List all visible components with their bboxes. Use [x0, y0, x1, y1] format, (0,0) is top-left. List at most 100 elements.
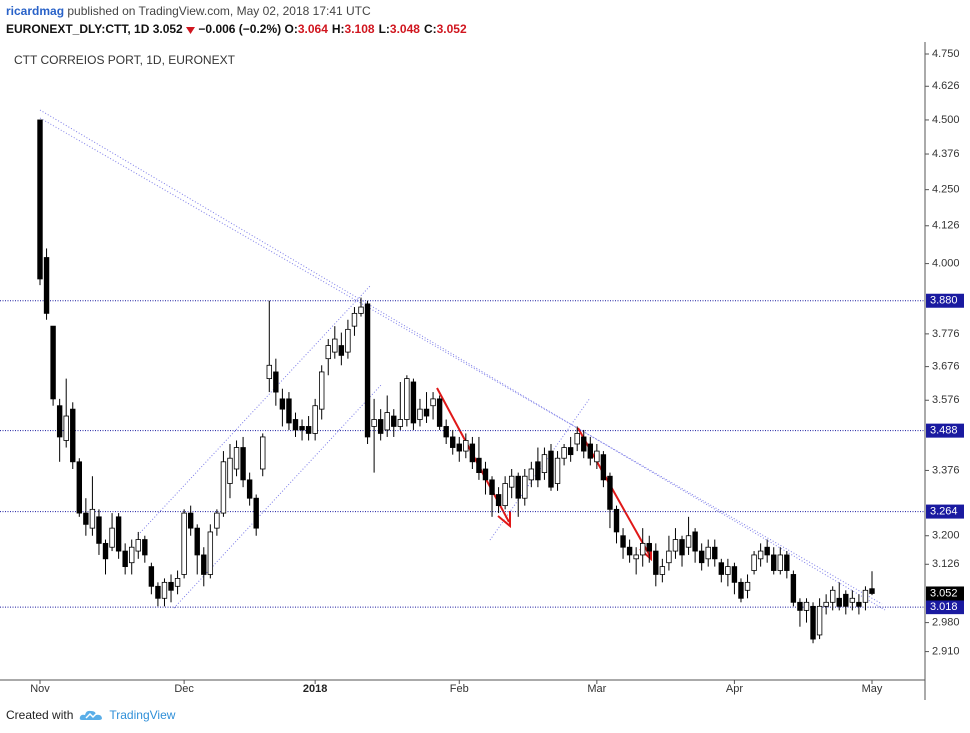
candles — [37, 119, 875, 644]
candle-body — [371, 419, 377, 427]
candle-body — [63, 415, 69, 441]
x-tick-label: Nov — [30, 683, 50, 695]
candle-body — [286, 398, 292, 424]
candle-body — [319, 371, 325, 410]
candle-body — [168, 581, 174, 591]
level-label: 3.018 — [930, 601, 958, 613]
candle-body — [351, 312, 358, 327]
publish-info: published on TradingView.com, May 02, 20… — [67, 4, 371, 18]
candle-body — [712, 546, 718, 560]
y-tick-label: 2.980 — [932, 617, 960, 629]
y-tick-label: 4.626 — [932, 80, 960, 92]
candle-body — [594, 450, 600, 463]
candle-body — [384, 412, 390, 431]
arrow-head — [497, 511, 511, 529]
y-tick-label: 4.126 — [932, 220, 960, 232]
candle-body — [148, 566, 155, 587]
channel-line — [489, 397, 591, 541]
candle-body — [305, 426, 312, 434]
candle-body — [260, 436, 266, 470]
candle-body — [541, 454, 548, 474]
candle-body — [50, 325, 56, 400]
candle-body — [410, 381, 417, 424]
level-label: 3.880 — [930, 295, 958, 307]
candle-body — [869, 588, 875, 594]
candle-body — [705, 546, 711, 560]
candle-body — [646, 542, 652, 552]
author[interactable]: ricardmag — [6, 4, 65, 18]
change: −0.006 (−0.2%) — [198, 22, 282, 36]
candle-body — [574, 433, 580, 445]
candle-body — [856, 601, 862, 607]
candle-body — [456, 443, 462, 452]
candle-body — [174, 577, 181, 587]
x-tick-label: Apr — [726, 683, 743, 695]
candle-body — [685, 535, 692, 548]
candle-body — [836, 597, 842, 607]
candle-body — [246, 479, 253, 499]
candle-body — [679, 539, 685, 556]
candle-body — [620, 535, 626, 548]
candle-body — [731, 566, 738, 583]
candle-body — [528, 468, 535, 481]
candle-body — [325, 345, 331, 360]
candle-body — [377, 419, 384, 434]
candle-body — [607, 475, 613, 510]
candle-body — [201, 554, 207, 575]
chart: CTT CORREIOS PORT, 1D, EURONEXT 4.750 4.6… — [0, 42, 964, 700]
candle-body — [220, 461, 227, 514]
candle-body — [436, 398, 443, 427]
candle-body — [489, 479, 495, 495]
ohlc-value: 3.052 — [436, 22, 467, 36]
candle-body — [777, 554, 783, 571]
candle-body — [535, 461, 541, 481]
candle-body — [626, 546, 633, 556]
x-tick-label: May — [862, 683, 883, 695]
y-tick-label: 4.750 — [932, 48, 960, 60]
candle-body — [76, 461, 83, 514]
drawings — [39, 109, 886, 611]
candle-body — [253, 497, 259, 529]
candle-body — [554, 457, 561, 484]
candle-body — [233, 447, 240, 470]
chart-legend: CTT CORREIOS PORT, 1D, EURONEXT — [14, 53, 236, 67]
brand[interactable]: TradingView — [109, 708, 176, 722]
candle-body — [784, 554, 790, 571]
ohlc-label: O: — [284, 22, 298, 36]
y-tick-label: 3.126 — [932, 558, 960, 570]
candle-body — [548, 450, 554, 488]
candle-body — [829, 589, 836, 603]
x-tick-label: 2018 — [303, 683, 327, 695]
candle-body — [161, 581, 168, 599]
candle-body — [43, 257, 50, 314]
candle-body — [155, 585, 161, 599]
candle-body — [96, 516, 102, 544]
candle-body — [443, 426, 449, 438]
candle-body — [391, 415, 397, 427]
candle-body — [181, 512, 187, 575]
candle-body — [83, 512, 89, 525]
candle-body — [89, 508, 96, 529]
candle-body — [476, 457, 482, 474]
ohlc-label: H: — [331, 22, 345, 36]
candle-body — [338, 345, 345, 356]
candle-body — [135, 539, 141, 552]
ticker: EURONEXT_DLY:CTT, 1D — [6, 22, 150, 36]
candle-body — [273, 371, 279, 393]
candle-body — [194, 527, 200, 556]
candle-body — [515, 475, 521, 499]
candle-body — [364, 303, 371, 438]
x-tick-label: Feb — [450, 683, 469, 695]
candle-body — [738, 581, 744, 599]
logo — [80, 710, 103, 720]
candle-body — [718, 562, 725, 575]
candle-body — [102, 542, 109, 560]
candle-body — [129, 546, 135, 564]
candle-body — [692, 531, 698, 552]
candle-body — [109, 527, 115, 548]
level-label-box — [926, 600, 964, 615]
candle-body — [744, 581, 751, 591]
created-with: Created with — [6, 708, 74, 722]
candle-body — [810, 605, 816, 640]
